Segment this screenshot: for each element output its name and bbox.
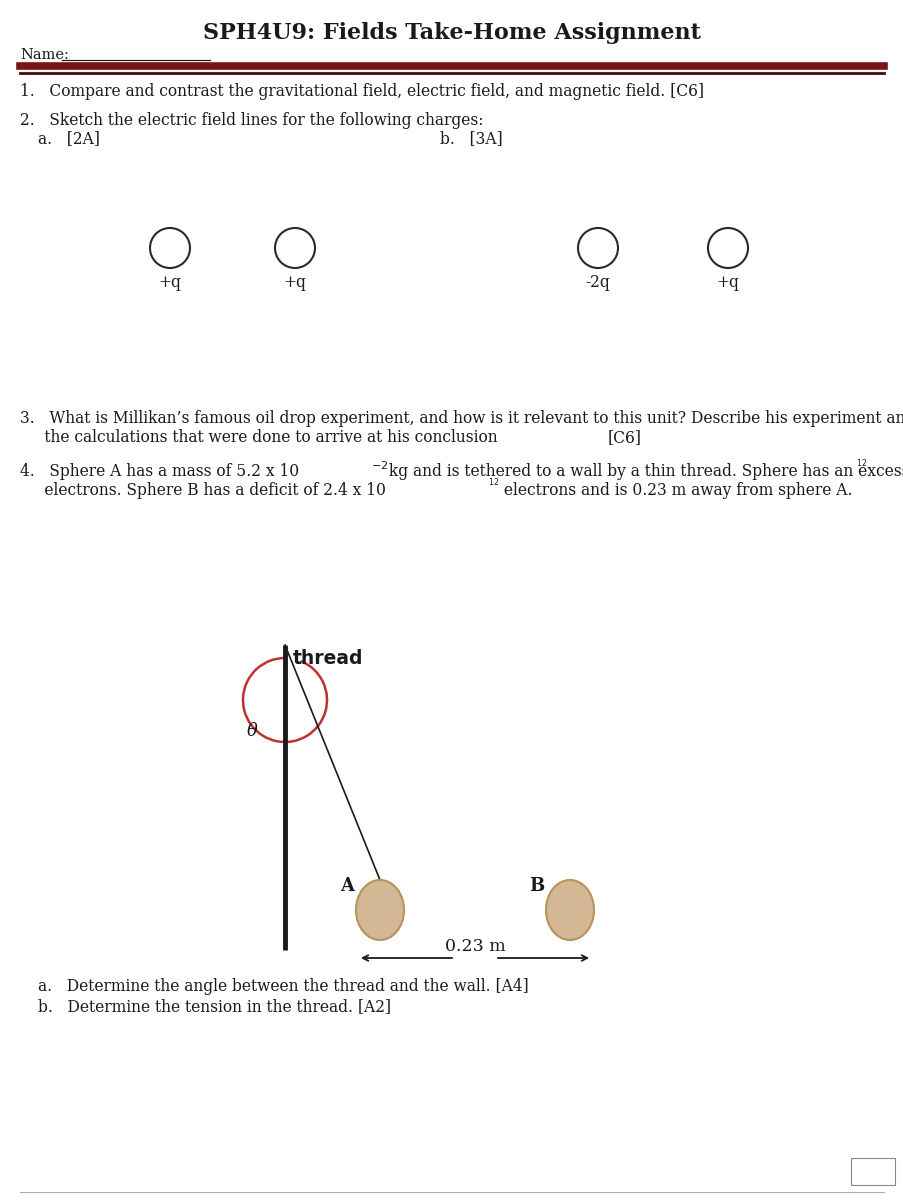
Text: +q: +q — [716, 274, 739, 290]
Text: a.   Determine the angle between the thread and the wall. [A4]: a. Determine the angle between the threa… — [38, 978, 528, 995]
Text: $-2$: $-2$ — [370, 458, 388, 470]
Text: a.   [2A]: a. [2A] — [38, 130, 100, 146]
Text: 4.   Sphere A has a mass of 5.2 x 10: 4. Sphere A has a mass of 5.2 x 10 — [20, 463, 299, 480]
Text: the calculations that were done to arrive at his conclusion: the calculations that were done to arriv… — [20, 428, 497, 446]
Text: 2.   Sketch the electric field lines for the following charges:: 2. Sketch the electric field lines for t… — [20, 112, 483, 128]
Text: kg and is tethered to a wall by a thin thread. Sphere has an excess of 1.5 x 10: kg and is tethered to a wall by a thin t… — [384, 463, 903, 480]
Text: 1.   Compare and contrast the gravitational field, electric field, and magnetic : 1. Compare and contrast the gravitationa… — [20, 83, 703, 100]
Text: electrons. Sphere B has a deficit of 2.4 x 10: electrons. Sphere B has a deficit of 2.4… — [20, 482, 386, 499]
Text: +q: +q — [284, 274, 306, 290]
Ellipse shape — [545, 880, 593, 940]
Text: [C6]: [C6] — [608, 428, 641, 446]
Text: B: B — [528, 877, 544, 895]
Text: 0.23 m: 0.23 m — [444, 938, 505, 955]
Text: +q: +q — [158, 274, 182, 290]
Text: thread: thread — [293, 649, 363, 668]
Text: A: A — [340, 877, 354, 895]
Ellipse shape — [356, 880, 404, 940]
Text: Name:: Name: — [20, 48, 69, 62]
Text: 1: 1 — [867, 1164, 877, 1178]
Text: SPH4U9: Fields Take-Home Assignment: SPH4U9: Fields Take-Home Assignment — [203, 22, 700, 44]
Text: b.   [3A]: b. [3A] — [440, 130, 502, 146]
Text: θ: θ — [247, 722, 257, 740]
Text: $^{12}$: $^{12}$ — [855, 458, 866, 469]
Text: electrons and is 0.23 m away from sphere A.: electrons and is 0.23 m away from sphere… — [498, 482, 852, 499]
Text: $^{12}$: $^{12}$ — [488, 478, 498, 488]
FancyBboxPatch shape — [850, 1158, 894, 1186]
Text: b.   Determine the tension in the thread. [A2]: b. Determine the tension in the thread. … — [38, 998, 391, 1015]
Text: 3.   What is Millikan’s famous oil drop experiment, and how is it relevant to th: 3. What is Millikan’s famous oil drop ex… — [20, 410, 903, 427]
Text: -2q: -2q — [585, 274, 610, 290]
